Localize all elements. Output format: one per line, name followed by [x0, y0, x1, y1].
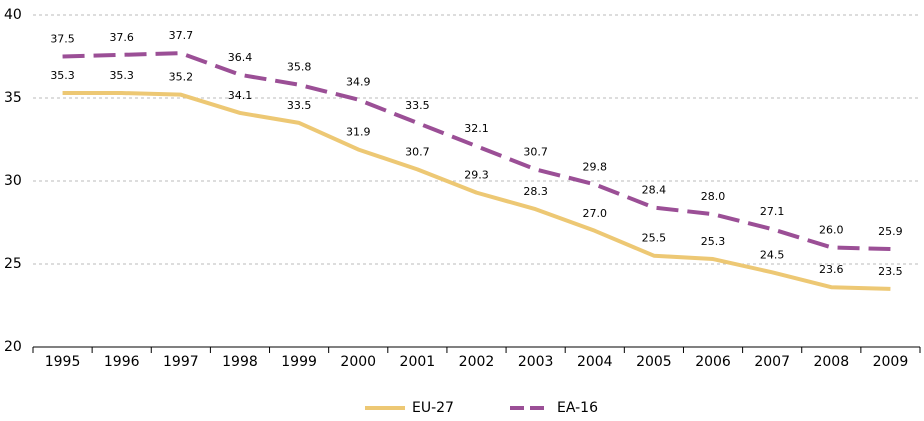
data-label: 33.5	[405, 99, 430, 112]
y-tick-label: 30	[4, 173, 22, 189]
y-tick-label: 20	[4, 339, 22, 355]
data-label: 35.3	[50, 69, 75, 82]
data-label: 35.2	[169, 71, 194, 84]
data-label: 34.9	[346, 76, 371, 89]
data-label: 23.5	[878, 265, 903, 278]
data-label: 23.6	[819, 263, 844, 276]
x-tick-label: 1997	[163, 354, 199, 370]
data-label: 32.1	[464, 122, 489, 135]
series-line	[62, 51, 891, 252]
x-tick-label: 2006	[695, 354, 731, 370]
x-tick-label: 1999	[281, 354, 317, 370]
x-tick-label: 2003	[518, 354, 554, 370]
data-label: 37.7	[169, 29, 194, 42]
y-tick-label: 35	[4, 90, 22, 106]
data-label: 35.3	[109, 69, 134, 82]
data-label: 35.8	[287, 61, 312, 74]
x-tick-label: 1996	[104, 354, 140, 370]
data-label: 26.0	[819, 223, 844, 236]
data-label: 24.5	[760, 248, 785, 261]
data-label: 30.7	[523, 145, 548, 158]
data-label: 28.0	[701, 190, 726, 203]
data-label: 28.3	[523, 185, 548, 198]
series-line	[62, 91, 891, 291]
data-label: 27.0	[583, 207, 608, 220]
x-tick-label: 2007	[754, 354, 790, 370]
data-label: 28.4	[642, 184, 667, 197]
data-label: 30.7	[405, 145, 430, 158]
data-label: 29.8	[583, 160, 608, 173]
y-tick-label: 40	[4, 7, 22, 23]
data-label: 34.1	[228, 89, 253, 102]
legend-label: EU-27	[412, 400, 454, 416]
x-tick-label: 2000	[340, 354, 376, 370]
x-tick-label: 2001	[400, 354, 436, 370]
x-tick-label: 2008	[813, 354, 849, 370]
x-tick-label: 2002	[459, 354, 495, 370]
data-label: 25.3	[701, 235, 726, 248]
data-label: 37.5	[50, 33, 75, 46]
x-tick-label: 1995	[45, 354, 81, 370]
legend-label: EA-16	[557, 400, 598, 416]
data-label: 29.3	[464, 169, 489, 182]
y-tick-label: 25	[4, 256, 22, 272]
x-tick-label: 2005	[636, 354, 672, 370]
data-label: 37.6	[109, 31, 134, 44]
x-tick-label: 1998	[222, 354, 258, 370]
data-label: 31.9	[346, 125, 371, 138]
data-label: 33.5	[287, 99, 312, 112]
data-label: 25.5	[642, 232, 667, 245]
data-label: 36.4	[228, 51, 253, 64]
data-label: 25.9	[878, 225, 903, 238]
data-label: 27.1	[760, 205, 785, 218]
x-tick-label: 2009	[873, 354, 909, 370]
x-tick-label: 2004	[577, 354, 613, 370]
